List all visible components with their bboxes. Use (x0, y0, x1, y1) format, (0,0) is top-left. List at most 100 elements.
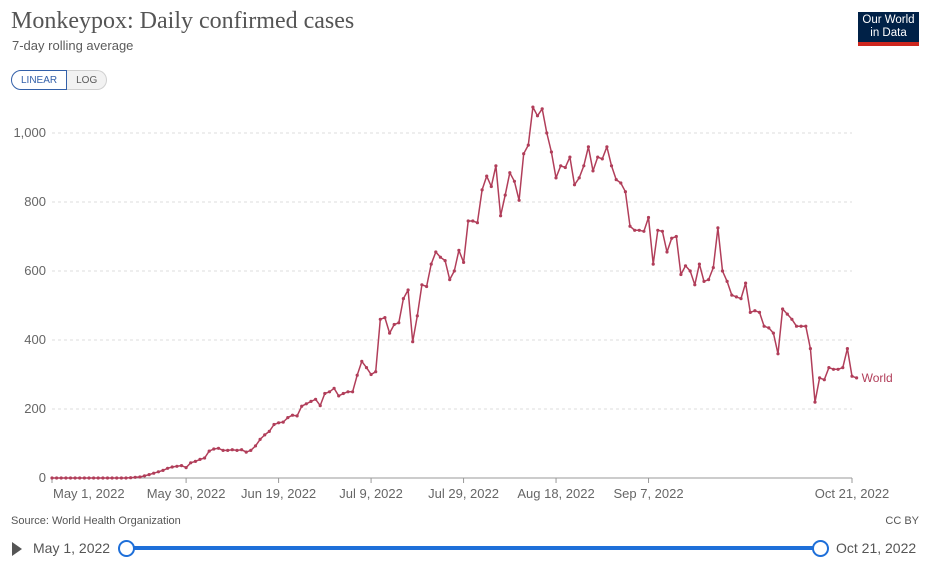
timeline-end-handle[interactable] (812, 540, 829, 557)
data-point (226, 448, 230, 452)
data-point (438, 255, 442, 259)
data-point (101, 476, 105, 480)
x-tick-label: Jul 9, 2022 (339, 486, 403, 501)
data-point (138, 475, 142, 479)
data-point (688, 269, 692, 273)
license-link[interactable]: CC BY (885, 515, 919, 527)
logo-line-1: Our World (862, 14, 915, 26)
data-point (281, 420, 285, 424)
data-point (665, 250, 669, 254)
linear-scale-button[interactable]: LINEAR (11, 70, 68, 90)
data-point (535, 114, 540, 118)
data-point (364, 366, 369, 370)
data-point (753, 309, 757, 313)
data-point (369, 372, 373, 377)
data-point (166, 466, 170, 470)
data-point (179, 464, 184, 468)
data-point (216, 446, 221, 450)
data-point (716, 226, 720, 230)
data-point (744, 281, 748, 285)
data-point (845, 347, 850, 351)
data-point (591, 169, 595, 173)
timeline-track[interactable] (125, 546, 820, 550)
data-point (221, 448, 225, 452)
data-point (374, 370, 378, 374)
data-point (337, 394, 341, 398)
data-point (568, 155, 572, 159)
y-tick-label: 0 (39, 470, 46, 485)
data-point (462, 260, 466, 264)
data-point (489, 184, 493, 189)
x-tick-label: Sep 7, 2022 (613, 486, 683, 501)
data-point (249, 448, 253, 452)
data-point (184, 466, 188, 470)
data-point (670, 236, 674, 240)
data-point (799, 324, 803, 328)
data-point (448, 278, 452, 282)
data-point (508, 171, 512, 175)
data-point (850, 374, 854, 378)
data-point (87, 476, 91, 480)
data-point (739, 297, 743, 301)
data-point (475, 221, 479, 225)
data-point (771, 331, 776, 335)
data-point (609, 164, 614, 168)
logo-line-2: in Data (870, 27, 907, 39)
data-point (383, 316, 387, 320)
data-point (674, 234, 678, 239)
data-point (263, 433, 267, 437)
line-chart: 0 200 400 600 800 1,000 May 1, 2022 May 30, 202… (13, 105, 893, 501)
data-point (790, 317, 794, 321)
data-point (397, 321, 401, 325)
timeline-end-label: Oct 21, 2022 (836, 540, 917, 556)
data-point (822, 378, 826, 382)
data-point (92, 476, 96, 480)
x-tick-label: May 1, 2022 (53, 486, 125, 501)
data-point (794, 324, 799, 328)
data-point (323, 391, 327, 396)
data-point (156, 470, 160, 474)
data-point (855, 376, 859, 380)
data-point (124, 476, 128, 480)
data-point (73, 476, 77, 480)
data-point (767, 326, 771, 330)
data-point (600, 157, 604, 161)
data-point (327, 390, 332, 394)
data-point (697, 262, 702, 266)
data-point (277, 421, 281, 425)
data-point (711, 266, 715, 270)
data-point (757, 310, 762, 314)
data-point (725, 279, 729, 283)
data-point (392, 322, 396, 327)
data-point (55, 476, 59, 480)
x-tick-label: Jun 19, 2022 (241, 486, 316, 501)
x-tick-label: May 30, 2022 (147, 486, 226, 501)
data-point (133, 475, 137, 479)
data-point (388, 331, 392, 335)
data-point (471, 219, 475, 223)
data-point (314, 397, 318, 401)
data-point (485, 174, 489, 178)
play-icon[interactable] (12, 542, 22, 556)
data-point (105, 476, 110, 480)
series-line-world (52, 106, 857, 479)
owid-logo[interactable]: Our World in Data (858, 12, 919, 46)
data-point (304, 402, 308, 406)
data-point (545, 131, 549, 135)
data-point (582, 164, 586, 168)
data-point (841, 366, 845, 370)
x-tick-label: Jul 29, 2022 (428, 486, 499, 501)
data-point (110, 476, 114, 480)
timeline: May 1, 2022 Oct 21, 2022 (0, 536, 931, 564)
data-point (318, 404, 322, 408)
data-point (522, 152, 526, 156)
data-point (623, 190, 628, 194)
series-label-world: World (862, 371, 893, 385)
timeline-start-handle[interactable] (118, 540, 135, 557)
log-scale-button[interactable]: LOG (67, 70, 108, 90)
data-point (59, 476, 63, 480)
data-point (68, 476, 73, 480)
data-point (457, 248, 461, 252)
data-point (351, 390, 355, 394)
data-point (512, 179, 517, 183)
